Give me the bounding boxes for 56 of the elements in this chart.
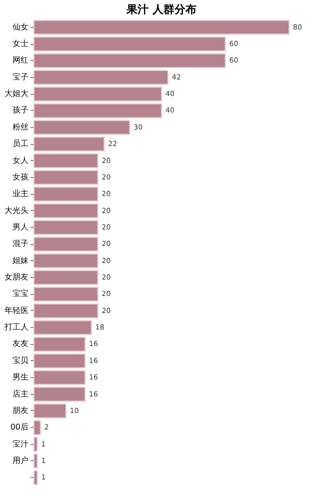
y-tick-label: 男人 [12,222,28,232]
bar [34,404,66,418]
y-tick-label: 网红 [12,56,28,65]
y-tick-label: 女孩 [12,172,28,182]
y-tick-label: 孩子 [12,106,28,115]
bar [34,103,162,118]
bar [34,304,98,318]
y-tick-label: 友友 [12,339,28,348]
bar [34,436,38,452]
y-tick-label: 宝贝 [12,356,28,365]
bar [34,354,86,368]
bar [34,320,92,335]
y-tick-label: 姐妹 [12,256,28,265]
bar [34,454,38,468]
bar [34,86,162,102]
bar [34,53,226,68]
y-tick-label: 用户 [12,456,28,465]
y-tick-label: 宝子 [12,72,28,82]
y-tick-label: 大光头 [4,206,28,215]
y-tick-label: 打工人 [4,322,28,332]
bar [34,220,98,235]
y-tick-label: 年轻医 [4,306,28,315]
y-tick-label: 业主 [12,189,28,198]
y-tick-label: 00后 [10,422,28,432]
y-tick-label: 女士 [12,39,28,48]
bar [34,420,41,435]
y-tick-label: 朋友 [12,406,28,415]
bar [34,153,98,168]
y-tick-label: 宝宝 [12,289,28,298]
bar [34,370,86,385]
bar [34,203,98,218]
chart-title: 果汁 人群分布 [126,3,196,16]
bar [34,470,38,485]
bar [34,70,168,85]
y-tick-label: 店主 [12,389,28,398]
bar [34,336,86,352]
y-tick-label: 仙女 [12,22,28,32]
y-tick-label: 粉丝 [12,122,28,132]
y-tick-label: 女人 [12,156,28,165]
y-tick-label: 混子 [12,239,28,248]
y-tick-label: 女朋友 [4,272,28,282]
bar [34,36,226,52]
bar [34,386,86,402]
bar [34,286,98,302]
y-tick-label: 男生 [12,372,28,382]
bar [34,136,105,152]
bar [34,120,130,135]
y-tick-label: 宝汁 [12,439,28,448]
y-tick-label: 员工 [12,139,28,148]
bar [34,186,98,202]
bar [34,254,98,268]
bar [34,20,290,35]
bar [34,270,98,285]
bar [34,170,98,185]
y-tick-label: 大姐大 [4,89,28,98]
bar [34,236,98,252]
